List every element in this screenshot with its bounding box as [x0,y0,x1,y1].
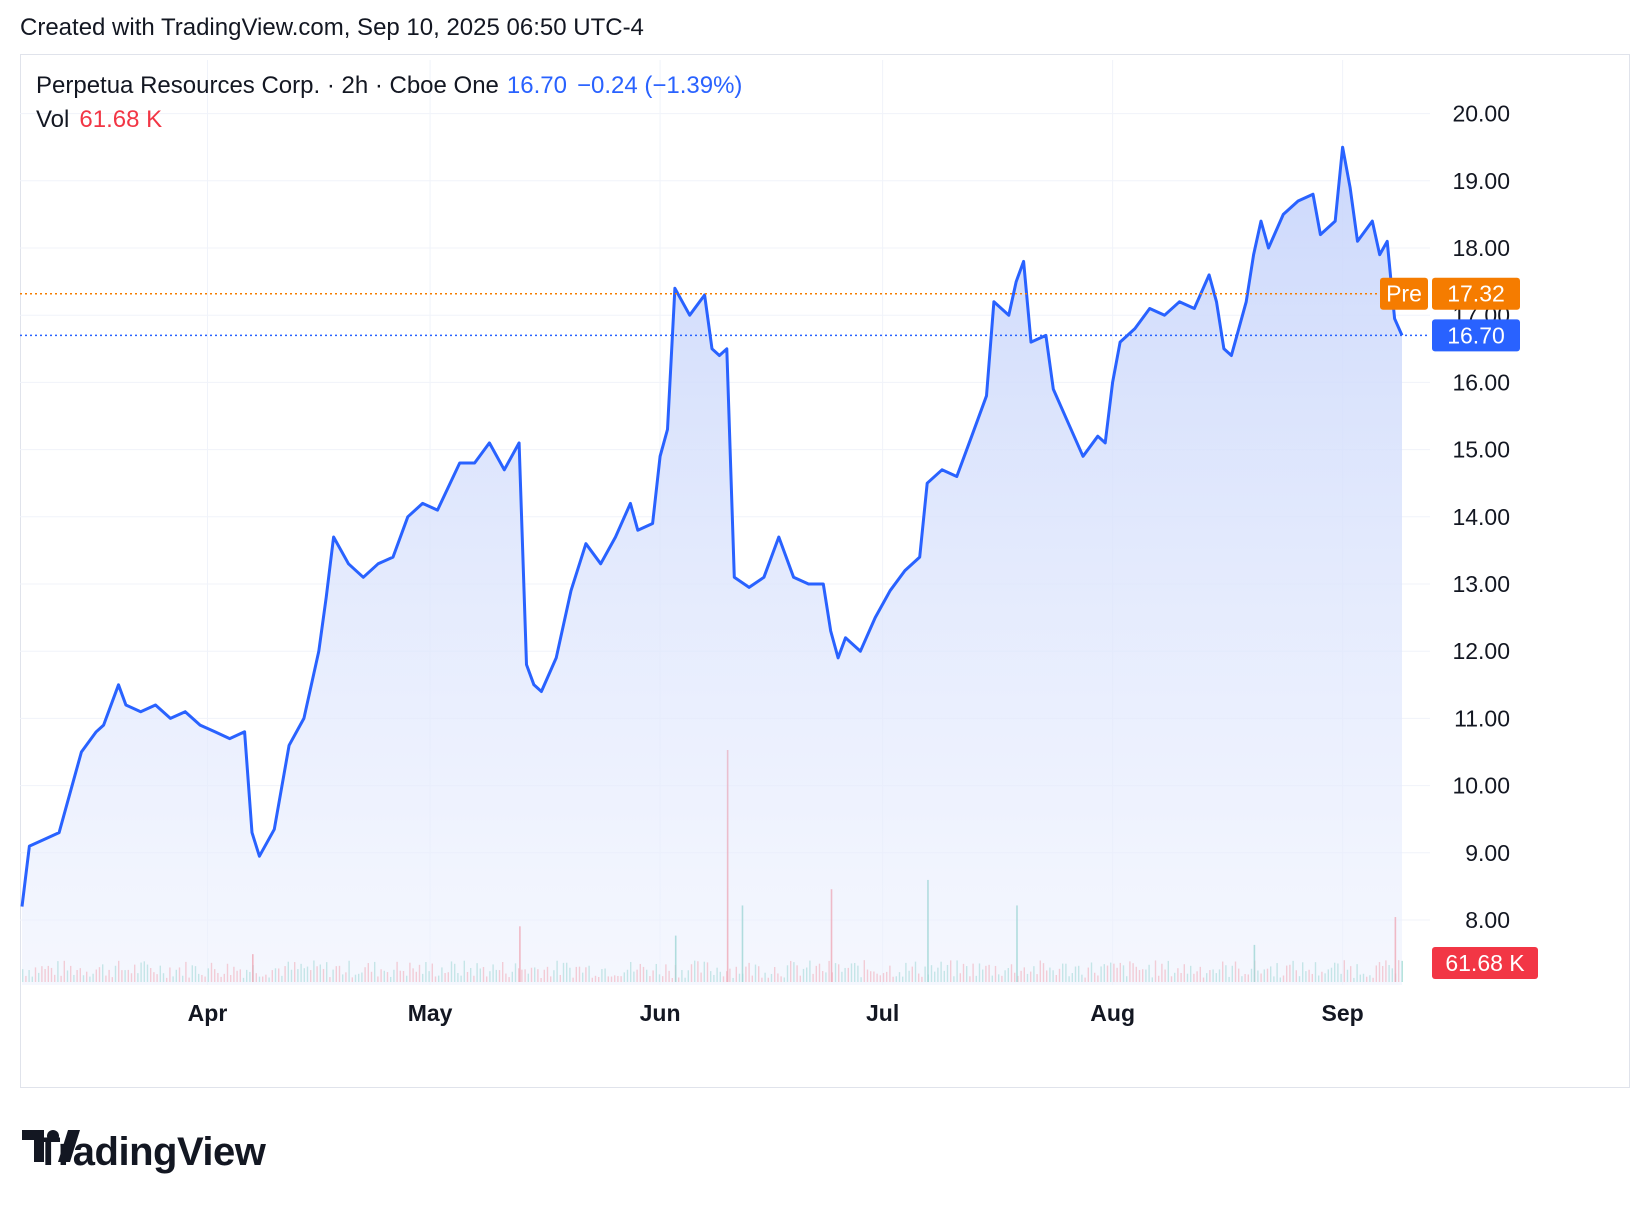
y-tick-label: 18.00 [1452,235,1510,261]
price-line [20,145,1404,907]
chart-panel[interactable] [20,54,1630,1088]
x-axis[interactable]: Apr May Jun Jul Aug Sep [188,1000,1364,1026]
symbol-name[interactable]: Perpetua Resources Corp. · 2h · Cboe One [36,72,499,99]
x-tick-label: Sep [1322,1000,1364,1026]
volume-badge-bg [1432,947,1538,979]
legend-change: −0.24 (−1.39%) [576,72,743,99]
pre-market-price-badge-bg [1432,277,1520,310]
x-tick-label: May [408,1000,453,1026]
x-tick-label: Jul [866,1000,899,1026]
price-reference-lines [20,292,1430,337]
volume-legend: Vol 61.68 K [36,106,162,134]
legend-last-price: 16.70 [506,72,567,99]
tradingview-brand[interactable]: TradingView [22,1130,266,1175]
pre-market-tag: Pre [1386,281,1422,307]
price-area [20,145,1404,985]
volume-value: 61.68 K [79,106,163,133]
last-price-badge-bg [1432,319,1520,352]
y-tick-label: 20.00 [1452,101,1510,127]
y-tick-label: 15.00 [1452,437,1510,463]
symbol-legend: Perpetua Resources Corp. · 2h · Cboe One… [36,72,742,100]
volume-label: Vol [36,106,70,133]
y-tick-label: 19.00 [1452,168,1510,194]
x-tick-label: Apr [188,1000,228,1026]
last-price-badge: 16.70 [1447,322,1505,348]
y-axis[interactable]: 20.0019.0018.0017.0016.0015.0014.0013.00… [1452,101,1510,933]
y-tick-label: 8.00 [1465,907,1510,933]
created-with-label: Created with TradingView.com, Sep 10, 20… [20,14,644,41]
x-tick-label: Aug [1090,1000,1135,1026]
price-chart[interactable]: 20.0019.0018.0017.0016.0015.0014.0013.00… [0,0,1644,1100]
y-tick-label: 9.00 [1465,840,1510,866]
y-tick-label: 14.00 [1452,504,1510,530]
price-badges: Pre 17.32 16.70 61.68 K [1380,277,1538,979]
volume-badge: 61.68 K [1445,950,1525,976]
y-tick-label: 13.00 [1452,571,1510,597]
tradingview-logo-icon [22,1130,80,1162]
pre-market-tag-bg [1380,277,1428,310]
y-tick-label: 11.00 [1454,705,1510,731]
y-tick-label: 12.00 [1452,638,1510,664]
price-area-fill [22,147,1402,985]
y-tick-label: 10.00 [1452,773,1510,799]
y-tick-label: 16.00 [1452,369,1510,395]
pre-market-price-badge: 17.32 [1447,281,1505,307]
x-tick-label: Jun [640,1000,681,1026]
